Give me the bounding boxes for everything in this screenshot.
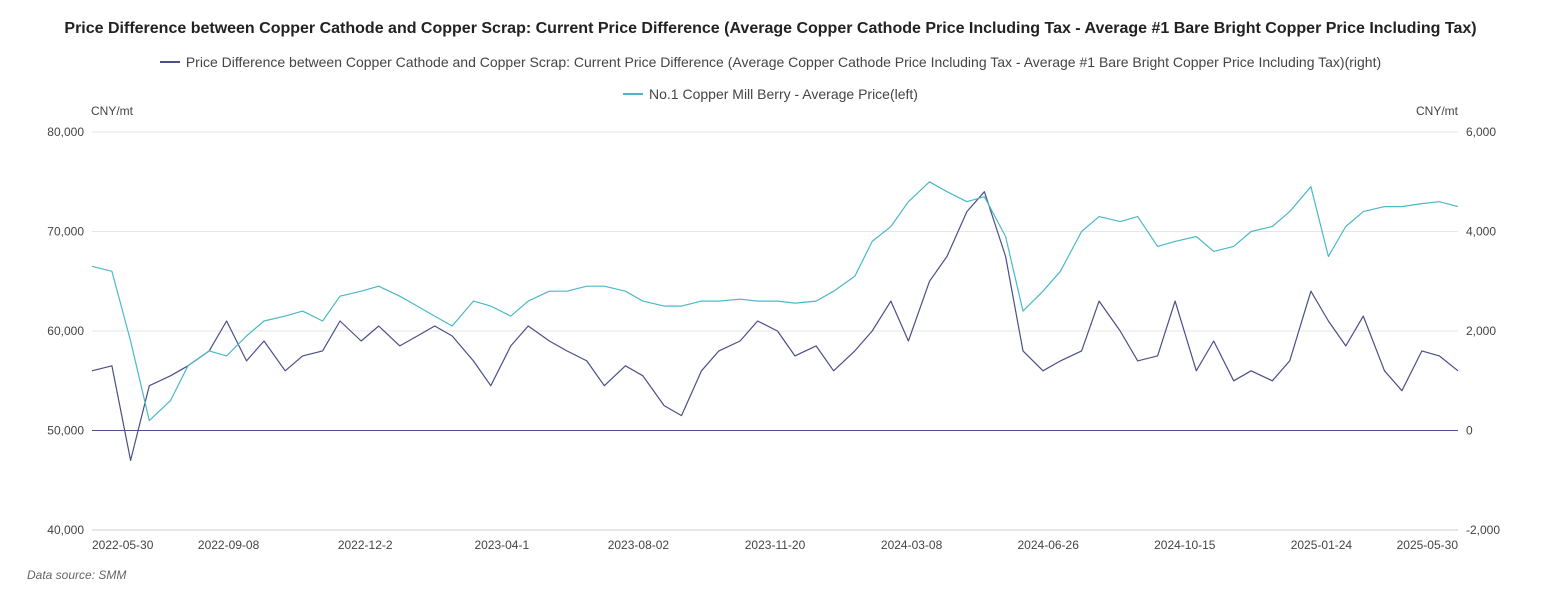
right-tick-label: -2,000 xyxy=(1466,523,1500,537)
left-axis-unit: CNY/mt xyxy=(91,104,133,118)
legend-row-1: Price Difference between Copper Cathode … xyxy=(0,50,1541,70)
legend-row-2: No.1 Copper Mill Berry - Average Price(l… xyxy=(0,82,1541,102)
x-tick-label: 2024-03-08 xyxy=(881,538,943,552)
x-tick-label: 2024-10-15 xyxy=(1154,538,1216,552)
x-tick-label: 2022-05-30 xyxy=(92,538,154,552)
series-line-price-difference xyxy=(91,191,1459,461)
right-tick-label: 0 xyxy=(1466,424,1473,438)
right-tick-label: 4,000 xyxy=(1466,225,1496,239)
x-tick-label: 2023-11-20 xyxy=(745,538,806,552)
legend-item-price-difference[interactable]: Price Difference between Copper Cathode … xyxy=(159,54,1382,70)
x-tick-label: 2022-09-08 xyxy=(198,538,260,552)
x-tick-label: 2023-08-02 xyxy=(608,538,670,552)
x-tick-label: 2025-05-30 xyxy=(1397,538,1459,552)
right-tick-label: 6,000 xyxy=(1466,125,1496,139)
series-lines xyxy=(91,181,1459,461)
left-tick-label: 70,000 xyxy=(47,225,84,239)
left-tick-label: 80,000 xyxy=(47,125,84,139)
legend-swatch-mill-berry xyxy=(623,93,644,95)
x-tick-label: 2023-04-1 xyxy=(474,538,529,552)
x-tick-label: 2022-12-2 xyxy=(338,538,393,552)
left-tick-label: 50,000 xyxy=(47,424,84,438)
left-tick-label: 60,000 xyxy=(47,324,84,338)
chart-title: Price Difference between Copper Cathode … xyxy=(64,20,1477,37)
legend-label-price-difference: Price Difference between Copper Cathode … xyxy=(185,54,1382,70)
x-axis-ticks: 2022-05-30 2022-09-08 2022-12-2 2023-04-1 20… xyxy=(92,538,1458,552)
legend-item-mill-berry[interactable]: No.1 Copper Mill Berry - Average Price(l… xyxy=(623,86,918,102)
left-tick-label: 40,000 xyxy=(47,523,84,537)
legend-label-mill-berry: No.1 Copper Mill Berry - Average Price(l… xyxy=(649,86,918,102)
x-tick-label: 2025-01-24 xyxy=(1291,538,1353,552)
right-axis-ticks: -2,000 0 2,000 4,000 6,000 xyxy=(1466,125,1500,537)
right-tick-label: 2,000 xyxy=(1466,324,1496,338)
series-line-mill-berry xyxy=(91,181,1459,422)
left-axis-ticks: 40,000 50,000 60,000 70,000 80,000 xyxy=(47,125,84,537)
data-source: Data source: SMM xyxy=(27,568,127,582)
grid-lines xyxy=(92,131,1458,531)
legend-swatch-price-difference xyxy=(159,61,180,63)
x-tick-label: 2024-06-26 xyxy=(1018,538,1080,552)
right-axis-unit: CNY/mt xyxy=(1416,104,1458,118)
